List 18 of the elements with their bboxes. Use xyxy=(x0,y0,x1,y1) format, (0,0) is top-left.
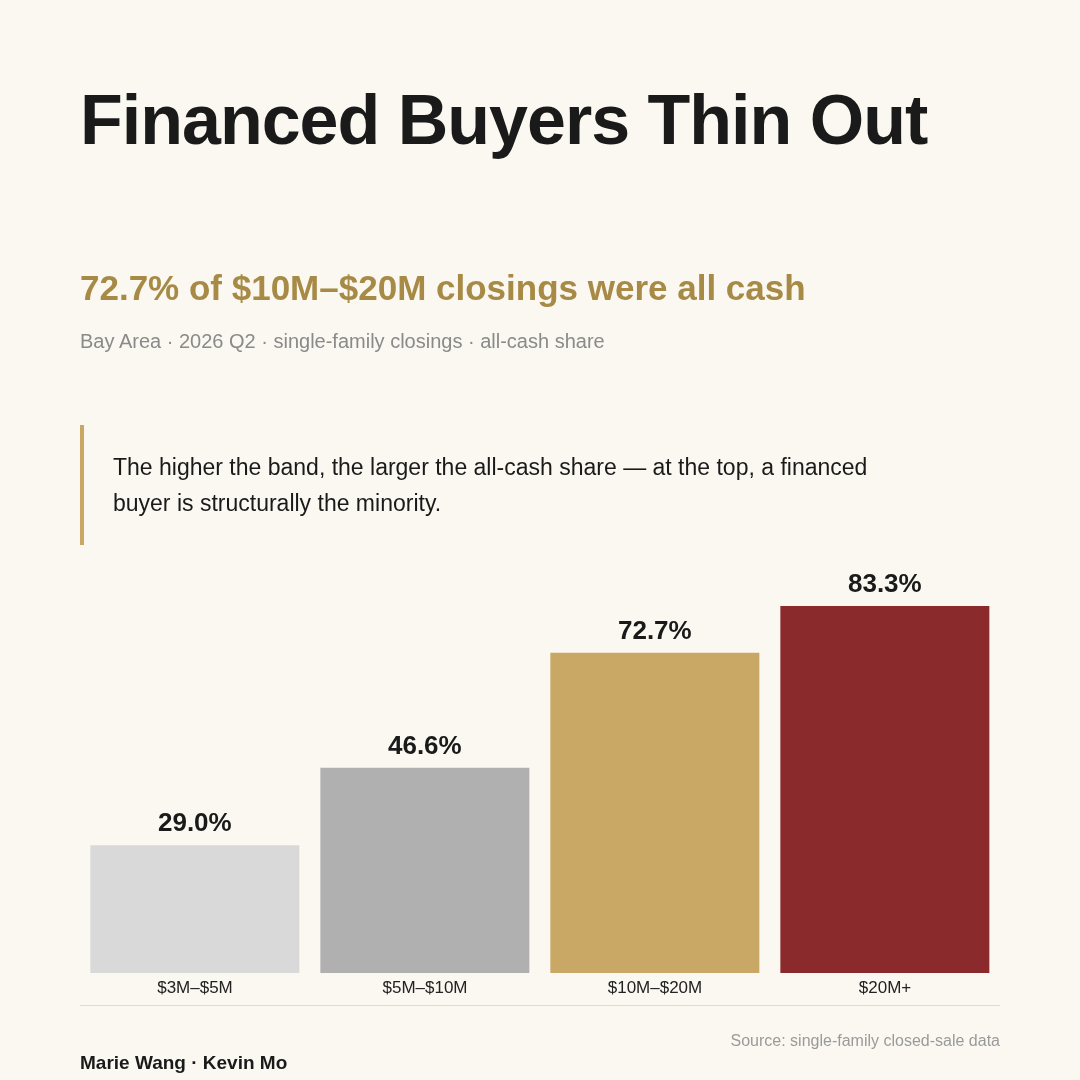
text: The higher the band, the larger the all-cash share — at the top, a financed buyer is structurally the minority. xyxy=(113,453,869,518)
data-label: 46.6% xyxy=(387,729,462,760)
data-label: 29.0% xyxy=(157,807,232,838)
x-tick-label: $10M–$20M xyxy=(607,978,703,998)
bar xyxy=(320,767,530,973)
source-note: Source: single-family closed-sale data xyxy=(729,1031,1000,1051)
bar xyxy=(550,652,760,973)
bar xyxy=(90,845,300,973)
text: Marie Wang · Kevin Mo xyxy=(80,1052,288,1074)
chart-subtitle: 72.7% of $10M–$20M closings were all cash xyxy=(80,268,806,308)
x-tick-label: $3M–$5M xyxy=(157,978,233,998)
bar xyxy=(780,606,990,973)
x-tick-label: $5M–$10M xyxy=(382,978,468,998)
data-label: 83.3% xyxy=(847,568,922,598)
chart-title: Financed Buyers Thin Out xyxy=(80,80,929,160)
x-tick-label: $20M+ xyxy=(858,978,912,998)
text: Bay Area · 2026 Q2 · single-family closings · all-cash share xyxy=(80,330,605,353)
data-label: 72.7% xyxy=(617,614,692,645)
